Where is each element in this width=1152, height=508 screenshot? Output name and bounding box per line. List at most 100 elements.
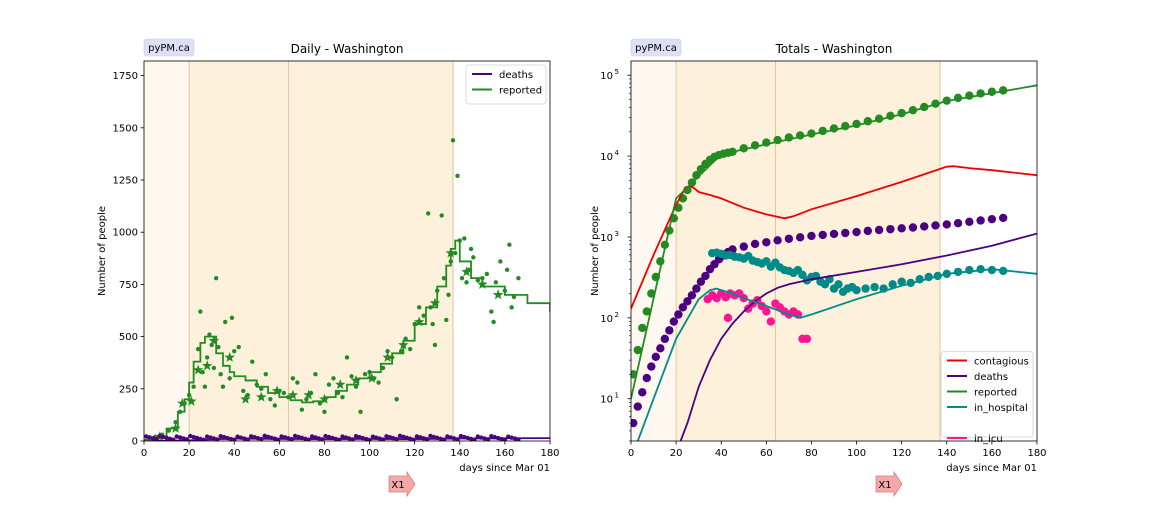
totals-legend-label-deaths: deaths [974, 372, 1008, 383]
daily-deaths-point [194, 435, 200, 441]
daily-reported-point [250, 359, 255, 364]
daily-deaths-point [424, 437, 430, 441]
daily-deaths-point [391, 435, 396, 441]
totals-deaths-point [886, 224, 895, 234]
daily-reported-point [464, 280, 469, 285]
daily-reported-point [322, 409, 327, 414]
daily-reported-point [344, 355, 350, 360]
daily-deaths-point [252, 435, 257, 440]
totals-x-tick-label: 100 [847, 448, 866, 459]
totals-x-tick-label: 80 [805, 448, 818, 459]
daily-deaths-point [157, 433, 162, 439]
totals-deaths-point [920, 222, 929, 231]
totals-legend: contagious deaths reported in_hospital in_ic… [940, 351, 1034, 445]
totals-deaths-point [701, 271, 710, 281]
daily-reported-point [209, 342, 214, 348]
daily-reported-point [462, 236, 467, 241]
daily-reported-point [281, 390, 287, 396]
daily-reported-point [299, 407, 305, 412]
daily-deaths-point [228, 436, 234, 441]
daily-deaths-point [438, 436, 443, 441]
totals-deaths-point [651, 352, 661, 361]
totals-reported-point [638, 323, 647, 333]
daily-deaths-point [404, 435, 409, 440]
totals-axes-frame [630, 60, 1038, 442]
daily-deaths-point [367, 437, 372, 441]
daily-deaths-point [394, 436, 399, 441]
daily-legend: deaths reported [465, 64, 547, 105]
daily-deaths-point [276, 437, 281, 441]
totals-x-axis-label: days since Mar 01 [946, 463, 1037, 474]
daily-reported-point [426, 211, 431, 216]
daily-reported-point [403, 336, 408, 341]
daily-deaths-point [435, 435, 440, 441]
totals-deaths-point [795, 233, 805, 242]
daily-deaths-point [201, 437, 206, 441]
daily-reported-star [366, 372, 377, 383]
totals-y-tick-exponent: 2 [615, 311, 619, 319]
totals-deaths-point [841, 228, 850, 238]
totals-y-tick-label: 10 [600, 152, 613, 163]
totals-y-tick-label: 10 [600, 314, 613, 325]
daily-deaths-point [421, 436, 426, 441]
daily-deaths-point [289, 437, 294, 441]
daily-deaths-point [401, 434, 406, 440]
totals-deaths-point [692, 284, 701, 293]
daily-reported-star [224, 352, 235, 362]
totals-deaths-point [638, 388, 647, 397]
totals-deaths-point [656, 344, 665, 353]
totals-deaths-point [931, 221, 940, 230]
daily-deaths-point [221, 434, 227, 440]
totals-reported-point [633, 345, 642, 355]
totals-y-tick-exponent: 1 [615, 392, 619, 400]
daily-deaths-point [468, 436, 474, 441]
totals-deaths-point [683, 297, 692, 306]
daily-deaths-point [292, 433, 298, 439]
daily-reported-point [491, 319, 496, 325]
totals-deaths-point [852, 227, 861, 237]
daily-reported-point [385, 349, 390, 354]
daily-reported-point [459, 275, 465, 281]
daily-reported-point [272, 403, 278, 408]
daily-reported-point [241, 388, 246, 394]
totals-x1-label: X1 [878, 480, 891, 491]
daily-deaths-point [482, 436, 487, 441]
daily-y-tick-label: 750 [119, 280, 138, 291]
daily-reported-star [240, 393, 251, 404]
daily-x-axis-label: days since Mar 01 [459, 463, 550, 474]
daily-reported-point [376, 380, 381, 385]
daily-x-tick-label: 140 [450, 448, 469, 459]
daily-deaths-point [174, 434, 179, 439]
totals-y-tick-exponent: 3 [615, 230, 619, 238]
daily-deaths-point [516, 437, 521, 441]
daily-deaths-point [235, 434, 240, 439]
daily-x-tick-label: 160 [495, 448, 514, 459]
totals-in-icu-point [766, 317, 776, 326]
daily-deaths-point [455, 437, 460, 441]
daily-deaths-point [323, 433, 328, 439]
daily-deaths-point [350, 437, 355, 441]
daily-deaths-point [333, 436, 338, 441]
daily-reported-point [450, 138, 456, 143]
daily-reported-point [202, 384, 208, 389]
daily-deaths-point [309, 434, 315, 439]
daily-reported-star [208, 335, 220, 346]
daily-deaths-point [462, 434, 467, 440]
daily-deaths-point [184, 437, 190, 441]
totals-x-tick-label: 0 [628, 448, 634, 459]
daily-deaths-point [164, 435, 169, 441]
daily-deaths-point [387, 435, 393, 440]
daily-x-tick-label: 180 [540, 448, 559, 459]
totals-in-hospital-point [798, 270, 807, 280]
daily-reported-point [398, 349, 404, 354]
daily-deaths-point [215, 437, 220, 441]
daily-reported-point [489, 309, 494, 314]
daily-reported-point [468, 246, 474, 252]
totals-watermark-badge [630, 38, 682, 57]
totals-in-hospital-point [834, 280, 843, 289]
daily-deaths-point [458, 433, 464, 439]
daily-reported-point [484, 271, 490, 277]
daily-reported-point [444, 317, 449, 323]
totals-legend-label-in-hospital: in_hospital [974, 403, 1028, 414]
